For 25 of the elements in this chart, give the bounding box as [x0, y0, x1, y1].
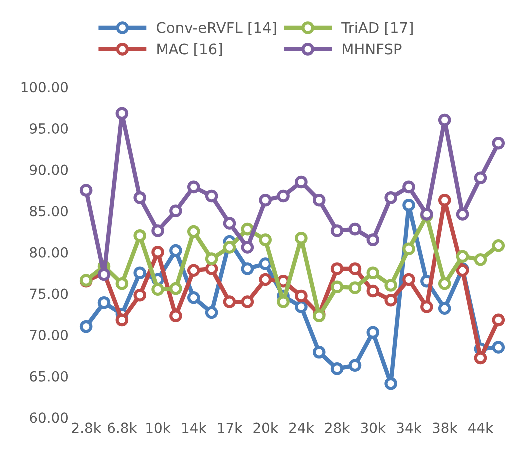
legend-label: MAC [16] [158, 43, 222, 56]
x-tick-label: 30k [361, 422, 386, 434]
x-tick-label: 24k [290, 422, 314, 434]
y-tick-label: 100.00 [22, 82, 68, 93]
x-tick-label: 14k [182, 422, 207, 434]
y-tick-label: 90.00 [30, 164, 68, 176]
legend-label: TriAD [17] [342, 22, 413, 36]
x-tick-label: 2.8k [72, 422, 102, 434]
x-tick-label: 34k [397, 422, 422, 434]
legend-label: Conv-eRVFL [14] [157, 22, 276, 36]
y-tick-label: 95.00 [30, 123, 68, 134]
y-tick-label: 80.00 [30, 247, 68, 258]
y-tick-label: 75.00 [30, 288, 68, 300]
x-tick-label: 44k [468, 422, 494, 434]
x-tick-label: 17k [218, 422, 243, 434]
y-tick-label: 60.00 [30, 412, 68, 424]
x-tick-label: 38k [433, 422, 458, 434]
x-tick-label: 20k [254, 422, 278, 434]
y-tick-label: 65.00 [30, 371, 68, 382]
y-tick-label: 85.00 [30, 206, 68, 217]
x-tick-label: 6.8k [108, 422, 138, 434]
y-tick-label: 70.00 [30, 330, 68, 341]
legend-label: MHNFSP [343, 44, 402, 55]
x-tick-label: 28k [325, 422, 350, 434]
x-tick-label: 10k [146, 422, 171, 434]
